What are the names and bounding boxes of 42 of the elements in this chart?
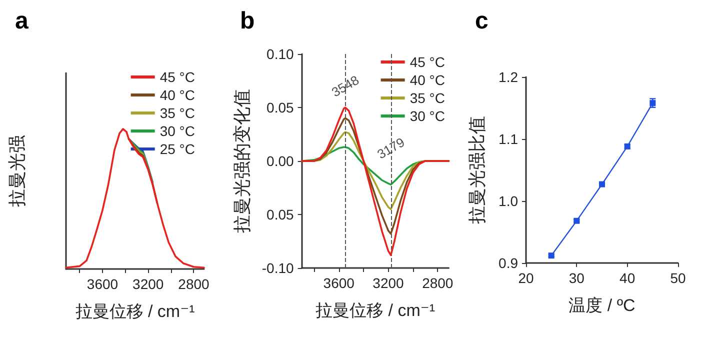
y-tick-label: 0.05 [266, 100, 294, 116]
y-tick-label: 0.9 [498, 255, 518, 271]
y-axis-title: 拉曼光强比值 [467, 116, 487, 224]
point [650, 100, 656, 106]
y-tick-label: 0.00 [266, 153, 294, 169]
x-axis-title: 温度 / ºC [568, 296, 636, 315]
legend-label: 25 °C [160, 141, 195, 157]
y-tick-label: 1.2 [498, 69, 518, 85]
x-tick-label: 2800 [178, 276, 210, 292]
legend-label: 35 °C [160, 105, 195, 121]
chart-title: a [15, 8, 29, 34]
x-tick-label: 20 [518, 270, 534, 286]
y-tick-label: 0.10 [266, 46, 294, 62]
y-tick-label: 1.1 [498, 131, 518, 147]
annotation: 3548 [329, 72, 362, 100]
y-tick-label: -0.10 [262, 260, 294, 276]
legend-label: 40 °C [160, 87, 195, 103]
x-axis-title: 拉曼位移 / cm⁻¹ [75, 302, 196, 321]
x-axis-title: 拉曼位移 / cm⁻¹ [316, 301, 436, 320]
point [548, 252, 554, 259]
chart-title: c [475, 8, 488, 34]
x-tick-label: 30 [568, 270, 585, 286]
legend-label: 45 °C [160, 69, 195, 85]
legend-label: 30 °C [160, 123, 195, 139]
legend-label: 30 °C [410, 108, 445, 124]
line-series [300, 106, 450, 256]
x-tick-label: 3600 [86, 276, 118, 292]
x-tick-label: 3200 [372, 275, 404, 291]
x-tick-label: 50 [670, 270, 686, 286]
chart-title: b [240, 8, 255, 34]
y-tick-label: 0.05 [266, 206, 294, 222]
x-tick-label: 3600 [323, 275, 355, 291]
y-tick-label: 1.0 [498, 193, 518, 209]
annotation: 3179 [374, 134, 408, 162]
y-axis-title: 拉曼光强的变化值 [232, 89, 252, 233]
legend-label: 40 °C [410, 72, 445, 88]
x-tick-label: 3200 [132, 276, 164, 292]
x-tick-label: 2800 [422, 275, 454, 291]
x-tick-label: 40 [620, 270, 636, 286]
legend-label: 35 °C [410, 90, 445, 106]
legend-label: 45 °C [410, 54, 445, 70]
y-axis-title: 拉曼光强 [7, 135, 27, 207]
